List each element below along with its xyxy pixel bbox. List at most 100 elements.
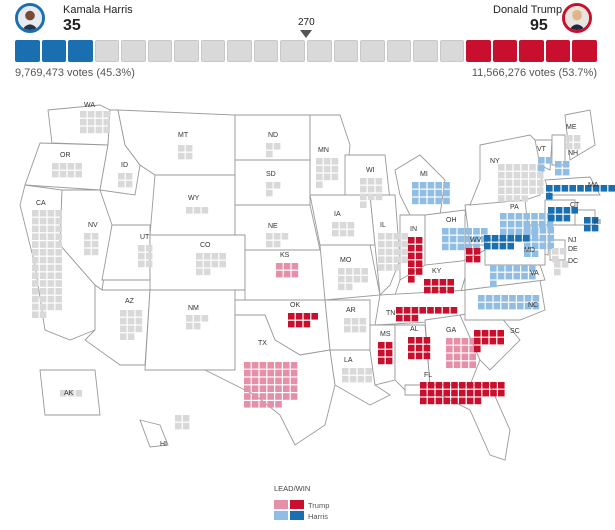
electoral-cell bbox=[529, 272, 536, 280]
electoral-cell bbox=[127, 325, 135, 333]
state-ar[interactable] bbox=[344, 318, 367, 333]
electoral-cell bbox=[203, 253, 211, 260]
electoral-cell bbox=[182, 422, 190, 430]
state-md[interactable] bbox=[484, 235, 530, 250]
electoral-cell bbox=[513, 164, 521, 171]
state-id[interactable] bbox=[118, 173, 133, 188]
state-nd[interactable] bbox=[266, 143, 281, 158]
state-nh[interactable] bbox=[555, 161, 570, 176]
electoral-cell bbox=[39, 311, 47, 318]
electoral-cell bbox=[423, 337, 431, 344]
state-fl[interactable] bbox=[420, 382, 505, 405]
state-mi[interactable] bbox=[412, 182, 450, 205]
state-sc[interactable] bbox=[474, 330, 504, 353]
electoral-cell bbox=[47, 280, 55, 287]
state-sd[interactable] bbox=[266, 182, 281, 197]
electoral-cell bbox=[524, 227, 531, 234]
electoral-cell bbox=[267, 377, 274, 385]
state-label-ks: KS bbox=[280, 252, 290, 259]
state-nc[interactable] bbox=[478, 295, 540, 310]
state-label-ky: KY bbox=[432, 268, 442, 275]
electoral-cell bbox=[344, 325, 351, 333]
electoral-cell bbox=[490, 265, 497, 272]
state-ms[interactable] bbox=[378, 342, 393, 365]
bar-segment-uncalled bbox=[413, 40, 438, 62]
electoral-cell bbox=[481, 330, 489, 337]
state-ak[interactable] bbox=[60, 390, 83, 397]
state-ut[interactable] bbox=[138, 245, 153, 268]
state-az[interactable] bbox=[120, 310, 143, 340]
state-ky[interactable] bbox=[424, 279, 454, 294]
state-in[interactable] bbox=[408, 237, 423, 283]
electoral-cell bbox=[347, 229, 355, 237]
electoral-cell bbox=[47, 225, 55, 233]
electoral-cell bbox=[608, 185, 615, 192]
state-or[interactable] bbox=[52, 163, 82, 178]
state-wa[interactable] bbox=[80, 111, 110, 134]
electoral-cell bbox=[47, 256, 55, 264]
electoral-cell bbox=[482, 382, 489, 389]
electoral-cell bbox=[353, 275, 361, 283]
electoral-cell bbox=[524, 250, 531, 257]
electoral-cell bbox=[396, 314, 403, 322]
state-dc[interactable] bbox=[554, 261, 569, 276]
electoral-cell bbox=[32, 233, 39, 240]
electoral-cell bbox=[393, 233, 401, 240]
state-tn[interactable] bbox=[396, 307, 458, 322]
state-nm[interactable] bbox=[186, 315, 209, 330]
state-il[interactable] bbox=[378, 233, 408, 271]
state-ne[interactable] bbox=[266, 233, 289, 248]
state-al[interactable] bbox=[408, 337, 431, 360]
electoral-cell bbox=[466, 248, 473, 255]
state-label-va: VA bbox=[530, 270, 539, 277]
electoral-cell bbox=[138, 252, 145, 260]
state-mn[interactable] bbox=[316, 158, 339, 188]
electoral-cell bbox=[244, 362, 251, 369]
state-wy[interactable] bbox=[186, 207, 209, 214]
electoral-cell bbox=[273, 233, 281, 240]
electoral-cell bbox=[515, 213, 523, 220]
state-ma[interactable] bbox=[546, 185, 615, 200]
state-label-dc: DC bbox=[568, 258, 578, 265]
trump-electoral-votes: 95 bbox=[530, 17, 548, 34]
electoral-cell bbox=[546, 220, 554, 228]
electoral-cell bbox=[423, 352, 431, 360]
bar-segment-uncalled bbox=[121, 40, 146, 62]
state-ny[interactable] bbox=[498, 164, 544, 202]
state-hi[interactable] bbox=[175, 415, 190, 430]
state-mo[interactable] bbox=[338, 268, 368, 291]
state-label-de: DE bbox=[568, 246, 578, 253]
electoral-cell bbox=[499, 242, 507, 250]
state-ct[interactable] bbox=[548, 207, 578, 222]
state-vt[interactable] bbox=[538, 157, 553, 172]
electoral-cell bbox=[338, 283, 345, 291]
state-tx[interactable] bbox=[244, 362, 298, 408]
electoral-cell bbox=[219, 253, 226, 260]
state-ks[interactable] bbox=[276, 263, 299, 278]
state-nv[interactable] bbox=[84, 233, 99, 256]
electoral-cell bbox=[435, 397, 443, 405]
electoral-cell bbox=[442, 307, 450, 314]
electoral-cell bbox=[118, 173, 125, 180]
state-me[interactable] bbox=[566, 135, 581, 150]
electoral-cell bbox=[521, 171, 528, 179]
state-va[interactable] bbox=[490, 265, 536, 288]
electoral-cell bbox=[546, 185, 553, 192]
state-la[interactable] bbox=[342, 368, 372, 383]
trump-lead-swatch bbox=[274, 500, 288, 509]
electoral-cell bbox=[251, 362, 259, 369]
state-ok[interactable] bbox=[288, 313, 318, 328]
state-mt[interactable] bbox=[178, 145, 193, 160]
state-ca[interactable] bbox=[32, 210, 62, 318]
state-ga[interactable] bbox=[446, 338, 476, 368]
state-ri[interactable] bbox=[584, 217, 599, 232]
state-wi[interactable] bbox=[360, 178, 383, 208]
state-ia[interactable] bbox=[332, 222, 355, 237]
electoral-cell bbox=[244, 401, 251, 408]
state-co[interactable] bbox=[196, 253, 226, 276]
electoral-cell bbox=[52, 163, 59, 170]
state-wv[interactable] bbox=[466, 248, 481, 263]
electoral-cell bbox=[283, 377, 290, 385]
electoral-cell bbox=[288, 320, 295, 328]
state-de[interactable] bbox=[552, 248, 567, 263]
